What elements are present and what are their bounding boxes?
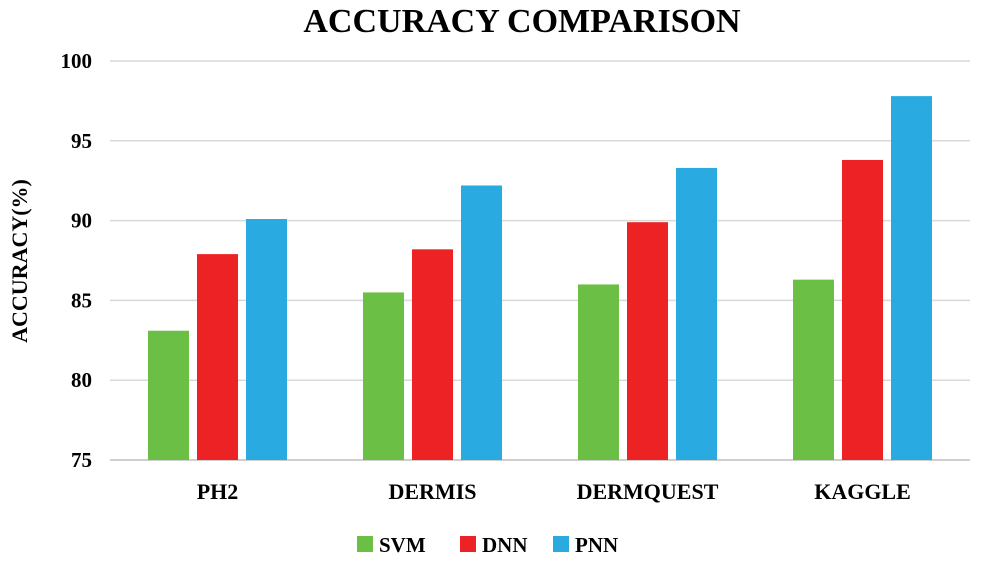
y-tick-label: 100 — [61, 49, 93, 73]
bar-svm-kaggle — [793, 279, 834, 460]
legend-swatch-pnn — [553, 536, 569, 552]
legend-label-pnn: PNN — [575, 533, 618, 557]
legend-swatch-dnn — [460, 536, 476, 552]
y-tick-label: 85 — [71, 288, 92, 312]
bar-pnn-kaggle — [891, 96, 932, 460]
category-label-dermis: DERMIS — [388, 479, 476, 504]
category-label-ph2: PH2 — [197, 479, 239, 504]
bar-svm-dermis — [363, 292, 404, 460]
y-tick-labels: 75 80 85 90 95 100 — [61, 49, 93, 472]
y-axis-label: ACCURACY(%) — [7, 179, 32, 343]
bar-dnn-dermis — [412, 249, 453, 460]
bar-svm-dermquest — [578, 284, 619, 460]
legend: SVM DNN PNN — [357, 533, 618, 557]
category-labels: PH2 DERMIS DERMQUEST KAGGLE — [197, 479, 911, 504]
category-label-dermquest: DERMQUEST — [577, 479, 719, 504]
y-tick-label: 90 — [71, 209, 92, 233]
legend-swatch-svm — [357, 536, 373, 552]
y-tick-label: 80 — [71, 368, 92, 392]
y-tick-label: 75 — [71, 448, 92, 472]
bar-pnn-dermis — [461, 185, 502, 460]
y-tick-label: 95 — [71, 129, 92, 153]
bar-dnn-kaggle — [842, 159, 883, 460]
legend-label-svm: SVM — [379, 533, 426, 557]
bar-svm-ph2 — [148, 330, 189, 460]
category-label-kaggle: KAGGLE — [814, 479, 911, 504]
bar-dnn-dermquest — [627, 222, 668, 460]
bar-pnn-dermquest — [676, 167, 717, 460]
bars — [148, 96, 932, 460]
bar-pnn-ph2 — [246, 219, 287, 460]
chart-title: ACCURACY COMPARISON — [303, 3, 741, 40]
gridlines — [110, 60, 970, 461]
legend-label-dnn: DNN — [482, 533, 528, 557]
bar-dnn-ph2 — [197, 254, 238, 460]
